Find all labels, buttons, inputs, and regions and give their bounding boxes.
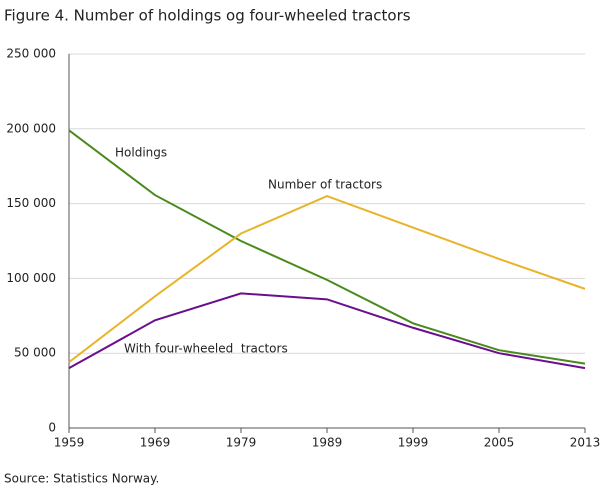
y-tick-label: 200 000 (6, 121, 56, 135)
source-note: Source: Statistics Norway. (4, 472, 159, 486)
x-tick-label: 1969 (140, 436, 171, 450)
x-tick-label: 1959 (54, 436, 85, 450)
y-tick-label: 250 000 (6, 47, 56, 61)
series-line (68, 292, 586, 370)
series-label: Number of tractors (268, 178, 382, 192)
x-tick-label: 1989 (312, 436, 343, 450)
x-tick-label: 2005 (484, 436, 515, 450)
series-label: With four-wheeled tractors (124, 342, 288, 356)
series-label: Holdings (115, 146, 167, 160)
y-tick-label: 0 (48, 421, 56, 435)
y-tick-label: 150 000 (6, 196, 56, 210)
y-tick-label: 100 000 (6, 271, 56, 285)
series-line (68, 195, 586, 363)
x-tick-label: 1979 (226, 436, 257, 450)
series-line (68, 129, 586, 365)
x-tick-label: 2013 (570, 436, 601, 450)
chart-title: Figure 4. Number of holdings og four-whe… (4, 7, 411, 25)
y-tick-label: 50 000 (14, 346, 56, 360)
x-tick-label: 1999 (398, 436, 429, 450)
